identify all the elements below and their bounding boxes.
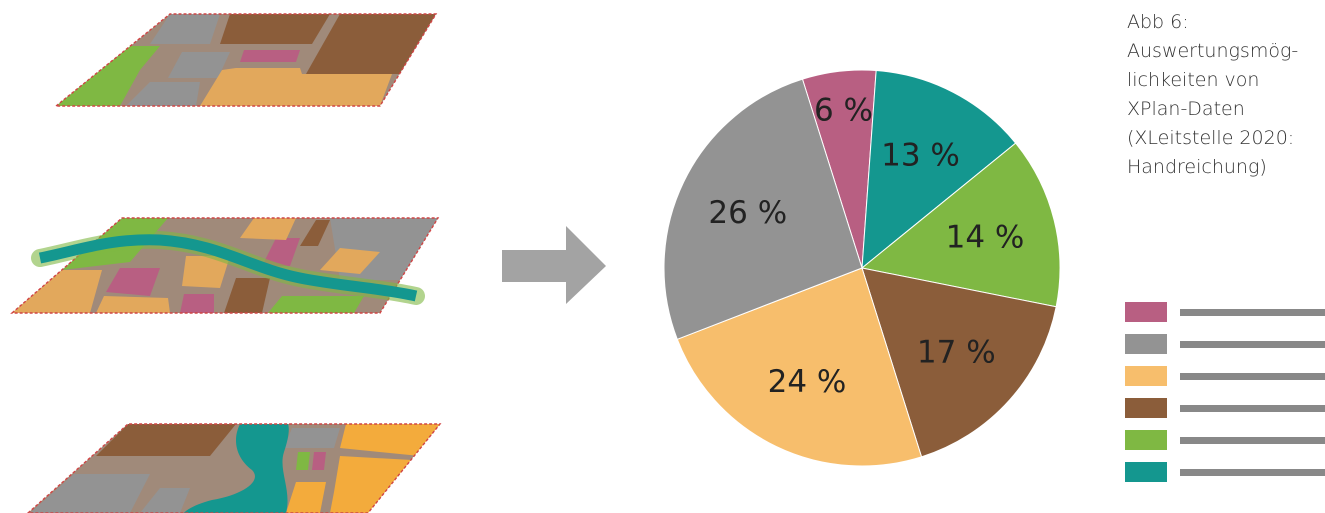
legend-placeholder-line [1180, 405, 1325, 412]
legend-swatch [1125, 430, 1167, 450]
river-map-icon [10, 217, 440, 314]
pie-slice [676, 267, 923, 467]
pie-slice-label: 26 % [708, 195, 787, 231]
legend [1125, 302, 1325, 482]
caption-line: lichkeiten von [1127, 69, 1260, 91]
pie-slice-label: 24 % [768, 364, 847, 400]
pie-slice [663, 78, 863, 340]
pie-chart [663, 69, 1061, 467]
legend-placeholder-line [1180, 373, 1325, 380]
legend-swatch [1125, 366, 1167, 386]
legend-swatch [1125, 334, 1167, 354]
river-map-icon [26, 423, 442, 513]
legend-placeholder-line [1180, 437, 1325, 444]
land-use-map-icon [54, 13, 438, 107]
pie-labels: 6 %13 % 14 % 17 % 24 % 26 % [708, 93, 1024, 401]
caption-line: Handreichung) [1127, 156, 1267, 178]
caption-line: Abb 6: [1127, 11, 1189, 33]
caption-line: XPlan-Daten [1127, 98, 1245, 120]
right-arrow-icon [502, 226, 606, 304]
pie-slice-label: 6 % [814, 93, 873, 129]
legend-placeholder-line [1180, 341, 1325, 348]
legend-placeholder-line [1180, 469, 1325, 476]
pie-slice [861, 69, 1017, 270]
legend-swatch [1125, 462, 1167, 482]
pie-slice [860, 142, 1061, 308]
pie-slice-label: 14 % [946, 220, 1025, 256]
legend-swatch [1125, 302, 1167, 322]
legend-placeholder-line [1180, 309, 1325, 316]
figure-caption: Abb 6: Auswertungsmög- lichkeiten von XP… [1127, 8, 1322, 182]
pie-slice [861, 267, 1057, 458]
pie-slice-label: 17 % [917, 335, 996, 371]
legend-swatch [1125, 398, 1167, 418]
caption-line: Auswertungsmög- [1127, 40, 1299, 62]
caption-line: (XLeitstelle 2020: [1127, 127, 1295, 149]
pie-slice-label: 13 % [881, 138, 960, 174]
